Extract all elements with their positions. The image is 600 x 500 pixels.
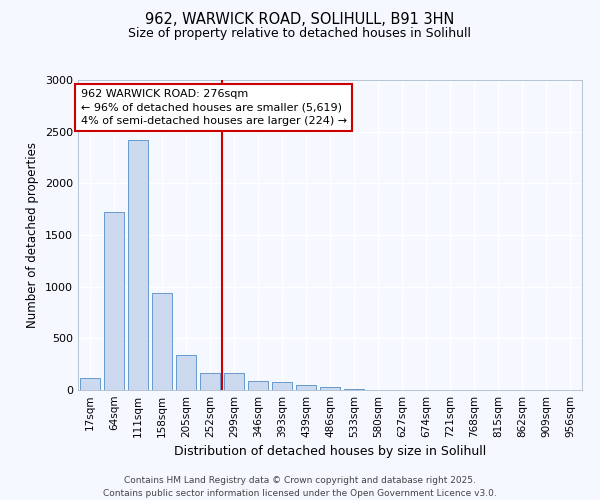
Text: Size of property relative to detached houses in Solihull: Size of property relative to detached ho…	[128, 28, 472, 40]
Bar	[80, 378, 100, 390]
Bar	[128, 140, 148, 390]
Text: Contains HM Land Registry data © Crown copyright and database right 2025.
Contai: Contains HM Land Registry data © Crown c…	[103, 476, 497, 498]
Bar	[296, 386, 316, 390]
Text: 962, WARWICK ROAD, SOLIHULL, B91 3HN: 962, WARWICK ROAD, SOLIHULL, B91 3HN	[145, 12, 455, 28]
Bar	[104, 212, 124, 390]
Bar	[248, 380, 268, 390]
Bar	[272, 382, 292, 390]
Text: 962 WARWICK ROAD: 276sqm
← 96% of detached houses are smaller (5,619)
4% of semi: 962 WARWICK ROAD: 276sqm ← 96% of detach…	[80, 90, 347, 126]
Bar	[176, 355, 196, 390]
X-axis label: Distribution of detached houses by size in Solihull: Distribution of detached houses by size …	[174, 446, 486, 458]
Bar	[152, 293, 172, 390]
Bar	[320, 387, 340, 390]
Y-axis label: Number of detached properties: Number of detached properties	[26, 142, 40, 328]
Bar	[344, 389, 364, 390]
Bar	[200, 374, 220, 390]
Bar	[224, 374, 244, 390]
